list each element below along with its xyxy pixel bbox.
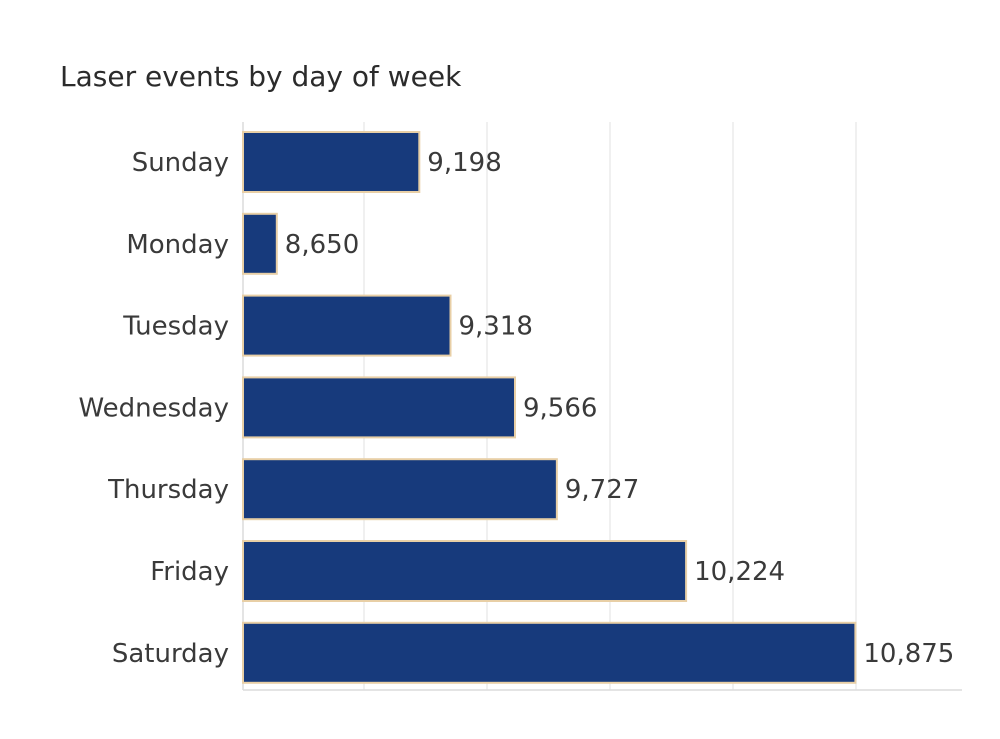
value-label-tuesday: 9,318 — [459, 312, 533, 342]
category-label-sunday: Sunday — [132, 148, 229, 178]
labels: Sunday 9,198 Monday 8,650 Tuesday 9,318 Wednes… — [78, 148, 954, 669]
category-label-tuesday: Tuesday — [122, 312, 229, 342]
value-label-sunday: 9,198 — [427, 148, 501, 178]
bar-wednesday — [242, 376, 516, 439]
value-label-thursday: 9,727 — [565, 475, 639, 505]
chart-title: Laser events by day of week — [60, 60, 462, 93]
category-label-wednesday: Wednesday — [78, 393, 229, 423]
bar-tuesday — [242, 294, 452, 357]
bar-thursday — [242, 458, 558, 521]
bar-monday — [242, 212, 278, 275]
bar-saturday — [242, 621, 857, 684]
category-label-friday: Friday — [150, 557, 229, 587]
bars — [242, 131, 857, 684]
value-label-friday: 10,224 — [694, 557, 785, 587]
value-label-saturday: 10,875 — [863, 639, 954, 669]
value-label-monday: 8,650 — [285, 230, 359, 260]
bar-friday — [242, 540, 688, 602]
category-label-thursday: Thursday — [107, 475, 229, 505]
bar-sunday — [242, 131, 421, 193]
value-label-wednesday: 9,566 — [523, 393, 597, 423]
category-label-monday: Monday — [126, 230, 229, 260]
category-label-saturday: Saturday — [112, 639, 229, 669]
